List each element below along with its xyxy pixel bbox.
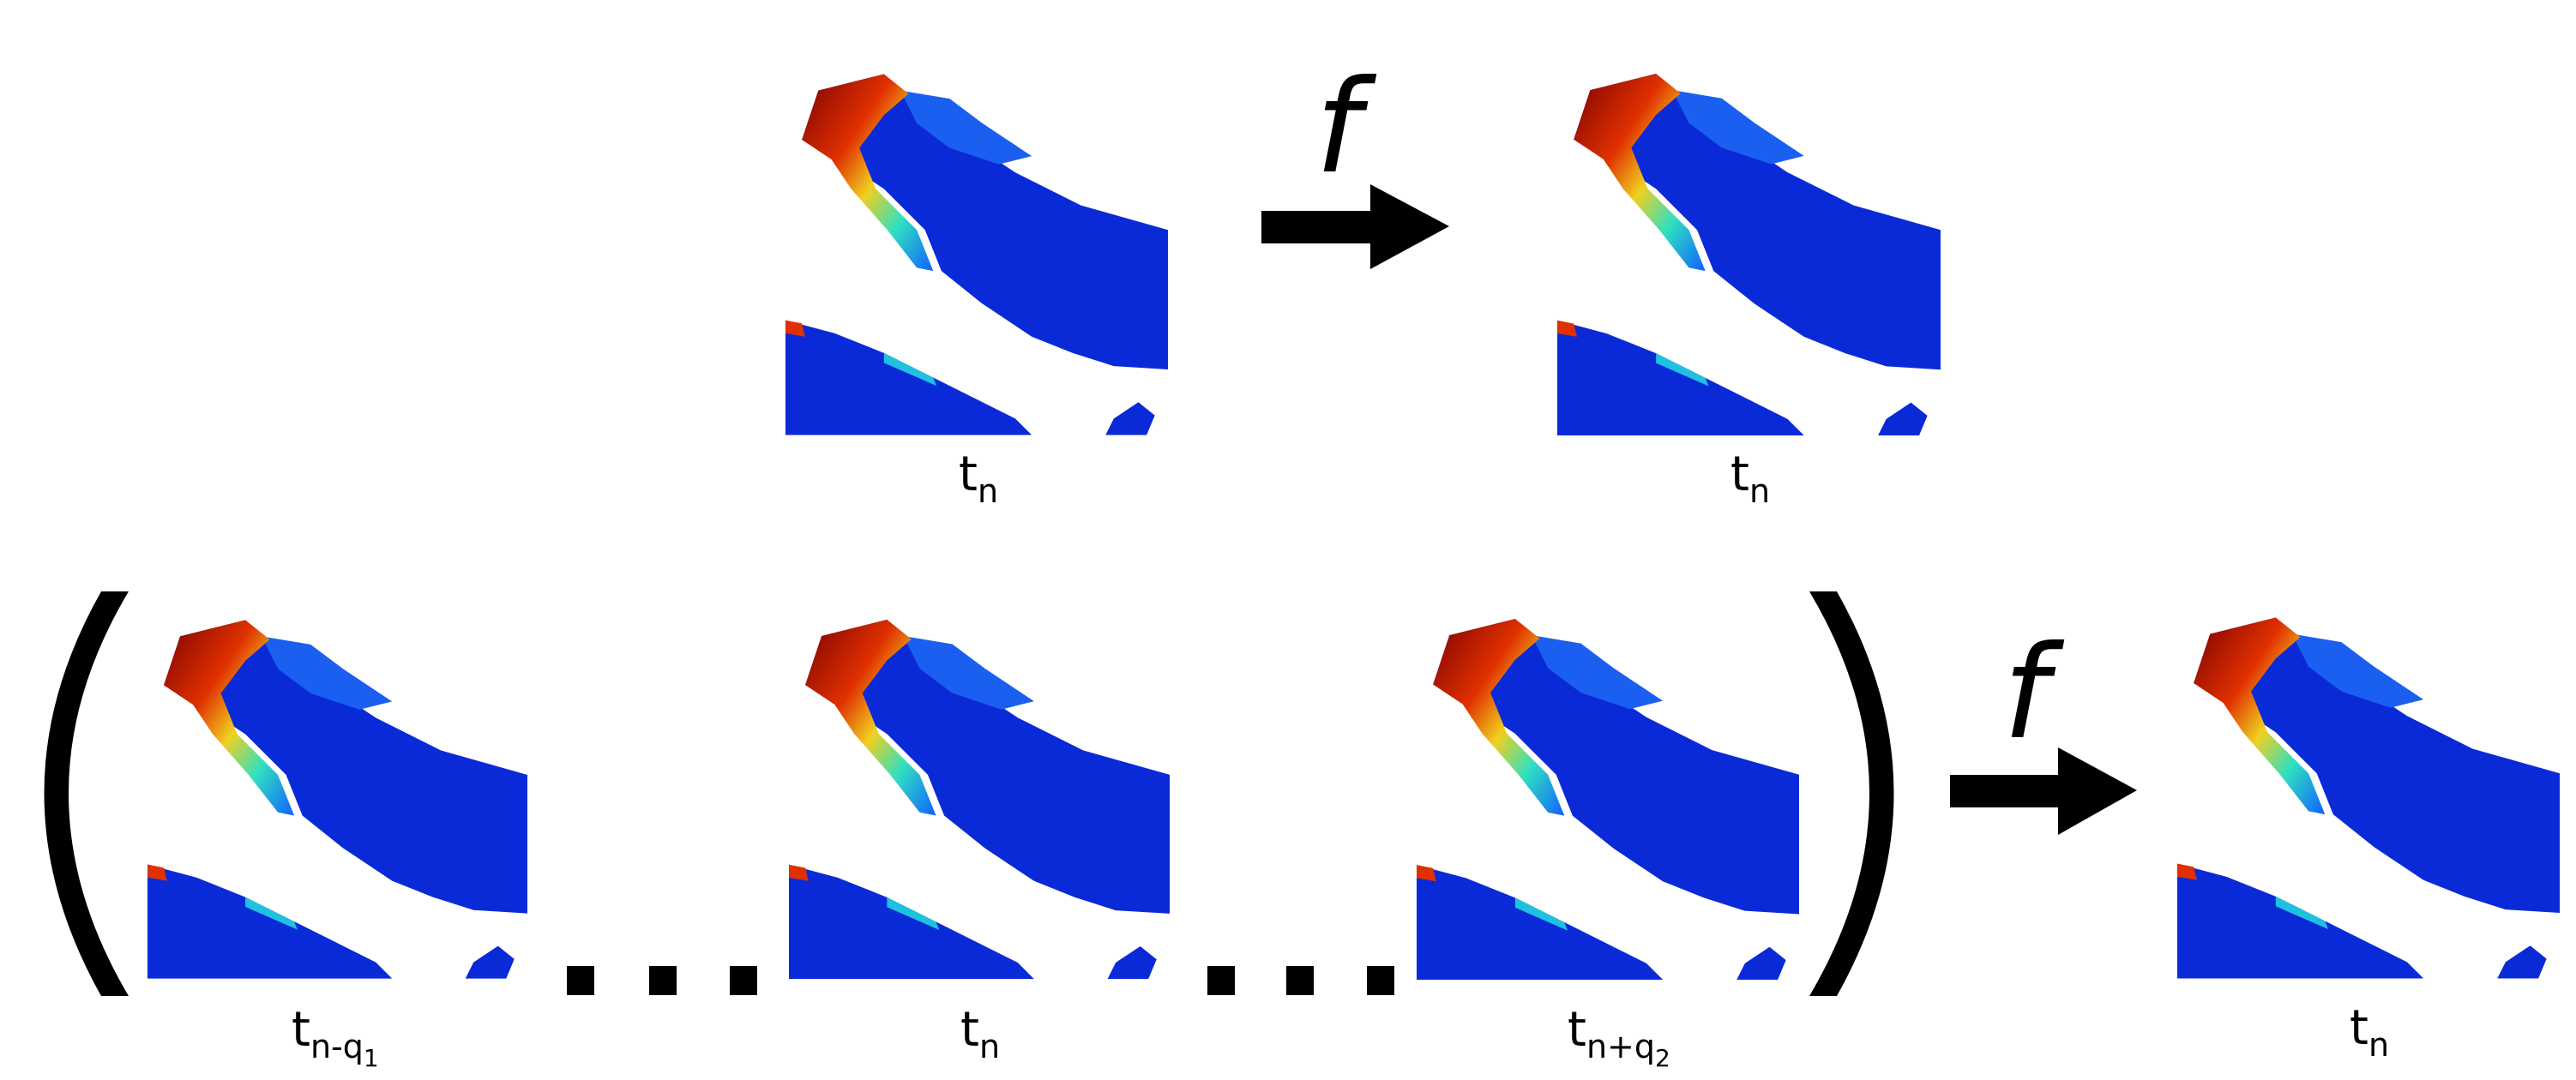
time-label: tn — [960, 1002, 1000, 1065]
output-map — [1557, 74, 1941, 435]
time-subsub: 1 — [364, 1044, 379, 1072]
time-base: t — [292, 1002, 310, 1058]
time-sub: n — [979, 1028, 1000, 1065]
time-label: tn — [959, 447, 998, 510]
arrow — [1261, 184, 1449, 269]
time-label: tn-q1 — [292, 1002, 379, 1072]
output-map — [2177, 617, 2560, 979]
time-base: t — [960, 1002, 979, 1058]
time-sub: n — [978, 472, 998, 510]
input-map — [785, 74, 1168, 435]
right-paren — [1809, 591, 1894, 996]
time-base: t — [1730, 447, 1749, 502]
time-base: t — [2350, 1000, 2368, 1056]
time-sub: n-q — [310, 1028, 364, 1065]
input-map — [147, 620, 527, 979]
ellipsis — [567, 966, 1394, 995]
time-sub: n — [1749, 472, 1770, 510]
input-map — [789, 619, 1170, 980]
time-label: tn+q2 — [1568, 1002, 1670, 1072]
time-sub: n+q — [1586, 1028, 1655, 1065]
time-base: t — [959, 447, 978, 502]
time-label: tn — [1730, 447, 1770, 510]
function-label: f — [2003, 619, 2065, 768]
arrow — [1950, 747, 2137, 835]
time-subsub: 2 — [1655, 1044, 1670, 1072]
time-sub: n — [2368, 1026, 2389, 1064]
input-map — [1417, 618, 1799, 981]
time-base: t — [1568, 1002, 1586, 1058]
left-paren — [44, 591, 129, 996]
time-label: tn — [2350, 1000, 2389, 1064]
function-label: f — [1315, 53, 1377, 202]
